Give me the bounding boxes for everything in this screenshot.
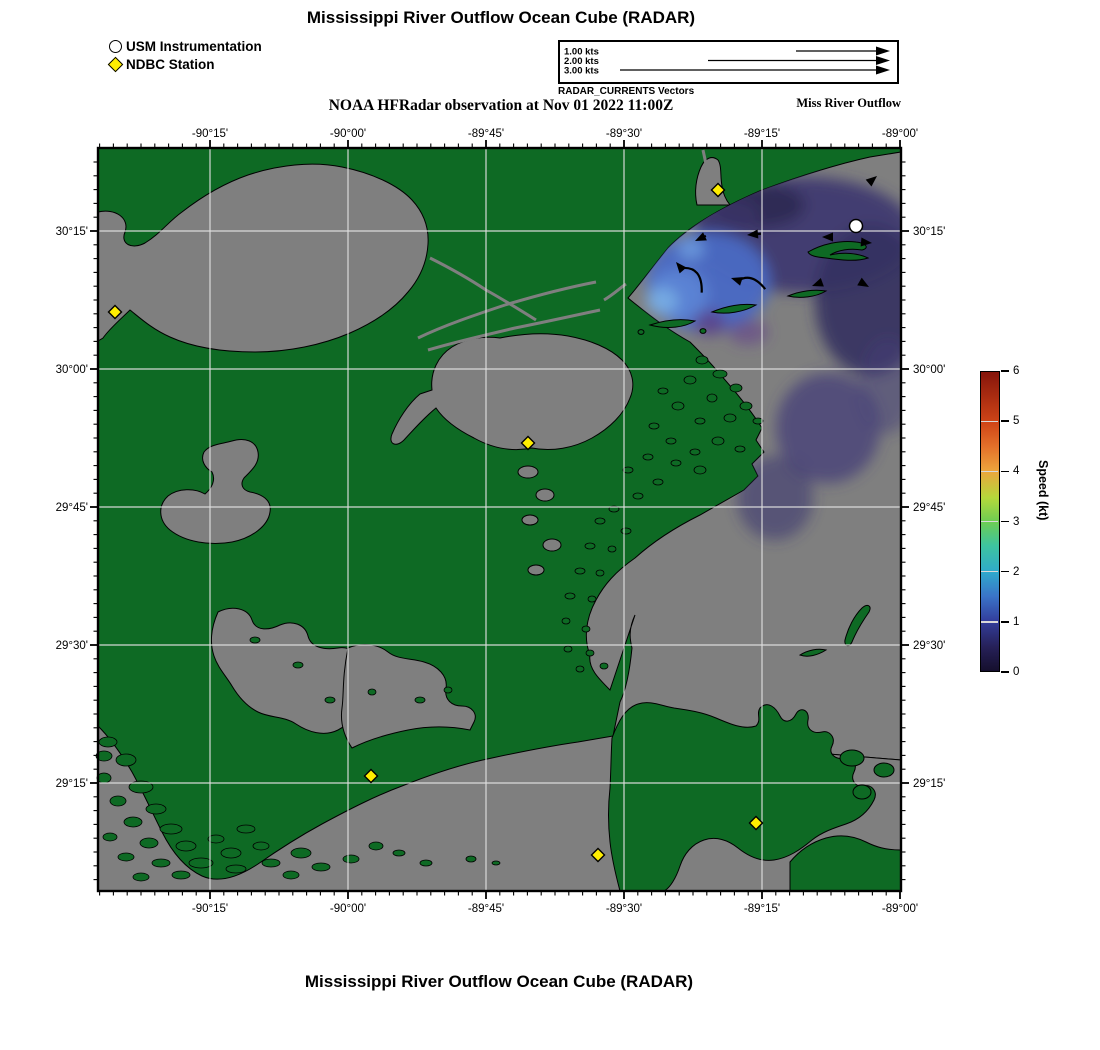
circle-marker-icon bbox=[109, 39, 122, 53]
svg-text:-89°45': -89°45' bbox=[468, 903, 504, 915]
chandeleur-island bbox=[798, 648, 828, 657]
colorbar-tick-label: 5 bbox=[1013, 415, 1020, 428]
vector-scale-caption: RADAR_CURRENTS Vectors bbox=[558, 86, 695, 97]
mississippi-delta-marsh bbox=[608, 702, 876, 892]
svg-text:-89°15': -89°15' bbox=[744, 903, 780, 915]
svg-text:2.00 kts: 2.00 kts bbox=[564, 56, 599, 67]
svg-text:-89°00': -89°00' bbox=[882, 128, 918, 140]
svg-text:29°45': 29°45' bbox=[913, 502, 945, 514]
barrier-island bbox=[786, 289, 828, 298]
legend-item-ndbc: NDBC Station bbox=[107, 55, 262, 73]
svg-text:29°30': 29°30' bbox=[56, 640, 88, 652]
lake-maurepas bbox=[160, 438, 271, 544]
map-legend: USM Instrumentation NDBC Station bbox=[107, 37, 262, 73]
colorbar-tick-label: 2 bbox=[1013, 565, 1020, 578]
colorbar-tick-label: 0 bbox=[1013, 666, 1020, 678]
colorbar-tick-label: 6 bbox=[1013, 365, 1020, 377]
bottom-caption: Mississippi River Outflow Ocean Cube (RA… bbox=[304, 972, 694, 991]
svg-text:30°15': 30°15' bbox=[913, 226, 945, 238]
delta-southeast-marsh bbox=[789, 835, 902, 892]
barrier-island bbox=[710, 303, 758, 314]
ndbc-station-marker bbox=[520, 435, 536, 451]
svg-text:-89°45': -89°45' bbox=[468, 128, 504, 140]
region-label: Miss River Outflow bbox=[796, 96, 901, 110]
graticule-grid bbox=[98, 148, 901, 891]
ndbc-station-marker bbox=[748, 815, 764, 831]
axis-labels: -90°15' -90°15' -90°00' -90°00' -89°45' -89°4… bbox=[56, 128, 946, 915]
svg-text:30°15': 30°15' bbox=[56, 226, 88, 238]
current-vector-arrows bbox=[676, 176, 877, 293]
svg-text:-90°15': -90°15' bbox=[192, 903, 228, 915]
ndbc-station-marker bbox=[590, 847, 606, 863]
lake-borgne bbox=[390, 333, 634, 451]
ndbc-station-marker bbox=[710, 182, 726, 198]
svg-text:30°00': 30°00' bbox=[913, 364, 945, 376]
page-title: Mississippi River Outflow Ocean Cube (RA… bbox=[306, 8, 696, 27]
ndbc-station-marker bbox=[363, 768, 379, 784]
legend-label: NDBC Station bbox=[126, 56, 215, 72]
station-markers bbox=[107, 182, 864, 863]
delta-and-islands bbox=[608, 241, 902, 892]
svg-text:-89°15': -89°15' bbox=[744, 128, 780, 140]
svg-text:29°45': 29°45' bbox=[56, 502, 88, 514]
svg-text:-90°00': -90°00' bbox=[330, 903, 366, 915]
legend-item-usm: USM Instrumentation bbox=[109, 37, 262, 55]
petit-bois-island bbox=[807, 241, 870, 261]
svg-text:-90°15': -90°15' bbox=[192, 128, 228, 140]
ndbc-station-marker bbox=[107, 304, 123, 320]
svg-text:29°15': 29°15' bbox=[56, 778, 88, 790]
svg-text:29°15': 29°15' bbox=[913, 778, 945, 790]
marsh-speckle-islands bbox=[95, 355, 764, 882]
colorbar-tick-label: 4 bbox=[1013, 465, 1020, 478]
legend-label: USM Instrumentation bbox=[126, 38, 262, 54]
svg-text:29°30': 29°30' bbox=[913, 640, 945, 652]
axis-ticks bbox=[90, 140, 909, 899]
colorbar-tick-label: 1 bbox=[1013, 615, 1020, 628]
observation-subtitle: NOAA HFRadar observation at Nov 01 2022 … bbox=[328, 97, 674, 114]
svg-text:3.00 kts: 3.00 kts bbox=[564, 66, 599, 77]
svg-text:-89°30': -89°30' bbox=[606, 903, 642, 915]
svg-text:1.00 kts: 1.00 kts bbox=[564, 47, 599, 58]
barrier-island bbox=[648, 319, 697, 329]
vector-scale-box: 1.00 kts 2.00 kts 3.00 kts bbox=[558, 40, 899, 84]
radar-speed-field bbox=[646, 177, 901, 540]
svg-text:-89°30': -89°30' bbox=[606, 128, 642, 140]
svg-text:30°00': 30°00' bbox=[56, 364, 88, 376]
colorbar-title: Speed (kt) bbox=[1036, 460, 1050, 521]
svg-text:-89°00': -89°00' bbox=[882, 903, 918, 915]
usm-instrumentation-marker bbox=[848, 218, 864, 234]
colorbar-tick-label: 3 bbox=[1013, 515, 1020, 528]
marsh-lagoon-center bbox=[341, 644, 476, 749]
lake-pontchartrain bbox=[97, 163, 429, 353]
svg-text:-90°00': -90°00' bbox=[330, 128, 366, 140]
